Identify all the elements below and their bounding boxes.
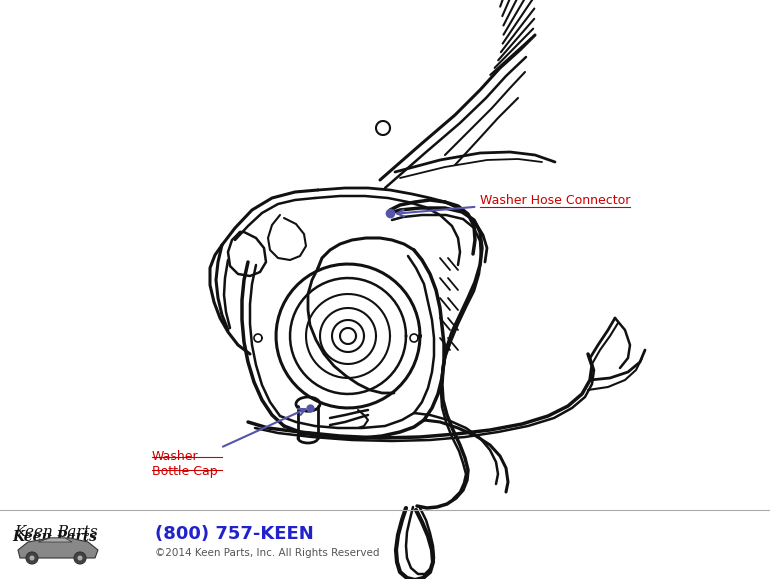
Text: Washer Hose Connector: Washer Hose Connector [397,193,631,217]
Circle shape [77,555,83,561]
Text: ©2014 Keen Parts, Inc. All Rights Reserved: ©2014 Keen Parts, Inc. All Rights Reserv… [155,548,380,558]
Polygon shape [18,538,98,558]
Circle shape [74,552,86,564]
Circle shape [29,555,35,561]
Text: Keen Parts: Keen Parts [14,525,98,539]
Text: (800) 757-KEEN: (800) 757-KEEN [155,525,313,543]
Circle shape [26,552,38,564]
Text: Washer
Bottle Cap: Washer Bottle Cap [152,409,306,478]
Polygon shape [38,538,72,542]
Text: Keen Parts: Keen Parts [12,530,97,544]
Ellipse shape [296,397,320,411]
